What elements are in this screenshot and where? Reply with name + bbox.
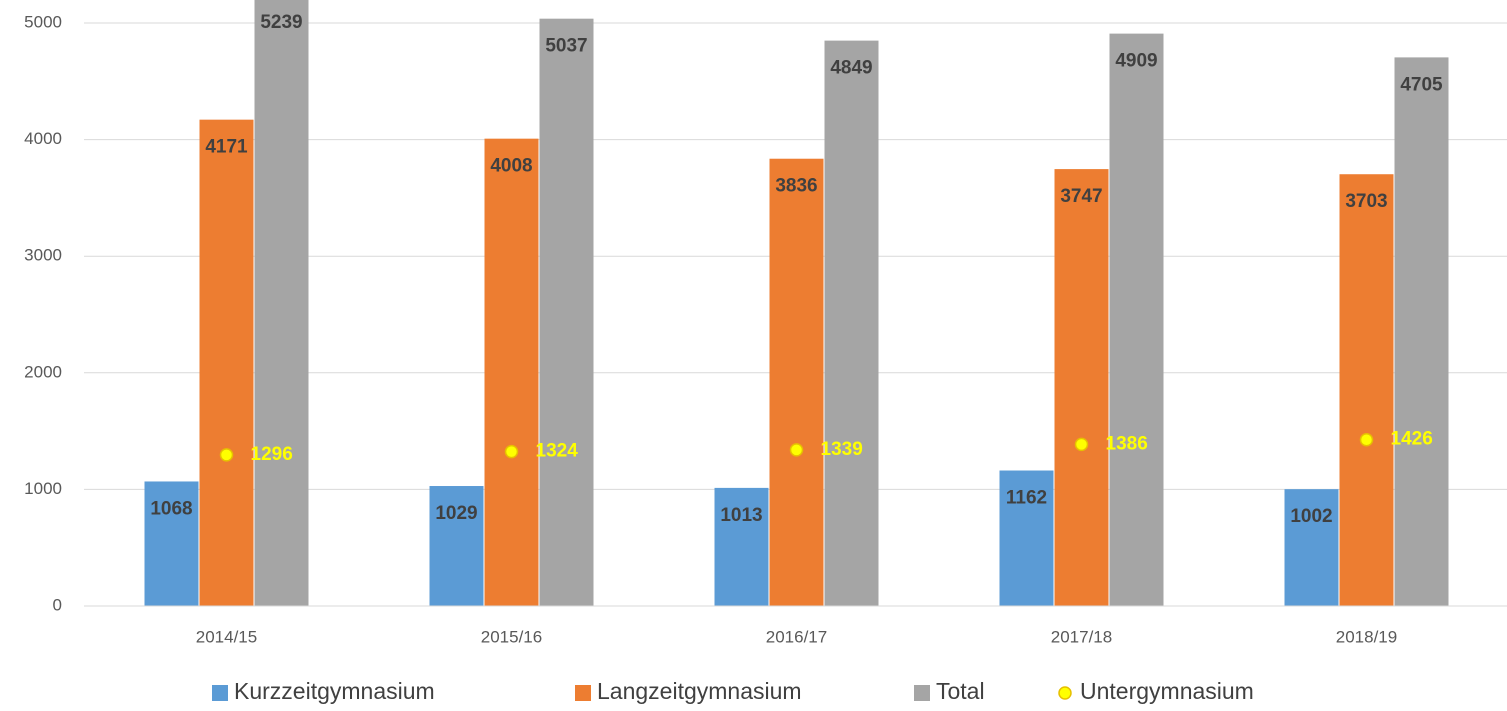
bar [429, 486, 484, 606]
bar [539, 18, 594, 607]
y-tick-label: 5000 [24, 12, 62, 31]
bar [1394, 57, 1449, 607]
data-label: 3747 [1060, 186, 1102, 207]
data-label: 4171 [205, 137, 248, 158]
data-label: 1386 [1106, 433, 1148, 454]
bar [254, 0, 309, 606]
data-label: 4705 [1400, 74, 1443, 95]
data-label: 1339 [821, 439, 863, 460]
data-label: 1029 [435, 503, 477, 524]
y-tick-label: 0 [53, 595, 62, 614]
bar [1284, 489, 1339, 606]
bar [1054, 169, 1109, 606]
bar [1339, 174, 1394, 606]
bar [1109, 33, 1164, 607]
marker [1074, 437, 1089, 452]
data-label: 1002 [1290, 506, 1332, 527]
data-label: 4909 [1115, 51, 1157, 72]
marker [219, 448, 234, 462]
bar [824, 40, 879, 606]
bar [199, 119, 254, 606]
data-label: 5037 [545, 36, 587, 57]
x-tick-label: 2015/16 [481, 627, 542, 646]
marker [504, 444, 519, 459]
legend-swatch [914, 685, 930, 701]
legend-marker [1058, 686, 1072, 700]
y-tick-label: 4000 [24, 129, 62, 148]
legend-label: Total [936, 678, 985, 704]
data-label: 4849 [830, 58, 872, 79]
data-label: 1296 [251, 444, 293, 465]
y-tick-label: 2000 [24, 362, 62, 381]
legend-label: Kurzzeitgymnasium [234, 678, 435, 704]
x-tick-label: 2014/15 [196, 627, 257, 646]
x-tick-label: 2017/18 [1051, 627, 1112, 646]
data-label: 3703 [1345, 191, 1387, 212]
bar [144, 481, 199, 606]
bar [769, 158, 824, 606]
y-tick-label: 1000 [24, 479, 62, 498]
bar [714, 487, 769, 606]
legend-label: Untergymnasium [1080, 678, 1254, 704]
data-label: 1068 [150, 498, 192, 519]
data-label: 3836 [775, 176, 817, 197]
data-label: 1013 [720, 505, 762, 526]
y-tick-label: 3000 [24, 246, 62, 265]
bar [484, 138, 539, 606]
legend-swatch [212, 685, 228, 701]
data-label: 5239 [260, 12, 302, 33]
x-tick-label: 2016/17 [766, 627, 827, 646]
marker [789, 443, 804, 457]
legend-label: Langzeitgymnasium [597, 678, 802, 704]
data-label: 1162 [1006, 488, 1047, 509]
x-tick-label: 2018/19 [1336, 627, 1397, 646]
legend-swatch [575, 685, 591, 701]
bar [999, 470, 1054, 606]
data-label: 1324 [536, 441, 579, 462]
data-label: 1426 [1391, 429, 1433, 450]
data-label: 4008 [490, 156, 532, 177]
marker [1359, 432, 1374, 447]
